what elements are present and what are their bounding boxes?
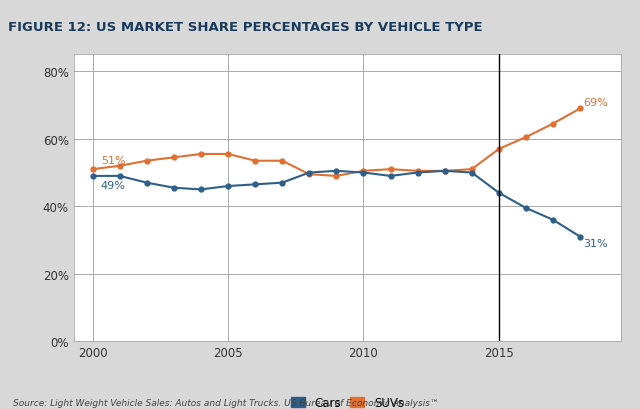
Text: FIGURE 12: US MARKET SHARE PERCENTAGES BY VEHICLE TYPE: FIGURE 12: US MARKET SHARE PERCENTAGES B… xyxy=(8,20,483,34)
Text: 31%: 31% xyxy=(583,239,607,249)
Legend: Cars, SUVs: Cars, SUVs xyxy=(287,393,408,409)
Text: Source: Light Weight Vehicle Sales: Autos and Light Trucks. US Bureau of Economi: Source: Light Weight Vehicle Sales: Auto… xyxy=(13,398,439,407)
Text: 69%: 69% xyxy=(583,97,607,108)
Text: 49%: 49% xyxy=(100,181,125,191)
Text: 51%: 51% xyxy=(100,155,125,165)
